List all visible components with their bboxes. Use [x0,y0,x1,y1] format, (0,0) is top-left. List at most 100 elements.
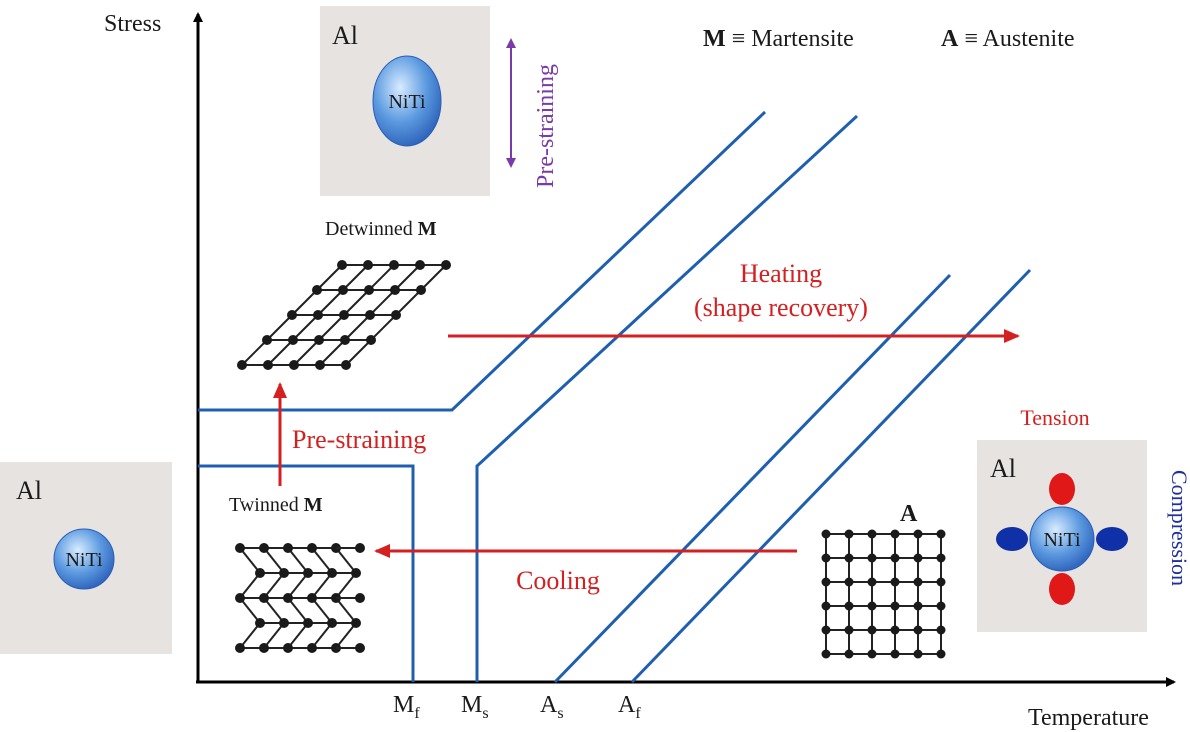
lattice-atom [936,553,946,563]
lattice-atom [890,649,900,659]
lattice-bond [368,264,395,291]
lattice-atom [259,643,269,653]
lattice-atom [913,625,923,635]
lattice-atom [844,625,854,635]
lattice-atom [390,285,400,295]
lattice-atom [351,618,361,628]
lattice-atom [262,335,272,345]
lattice-atom [283,543,293,553]
left-niti-label: NiTi [65,549,103,571]
lattice-bond [263,597,285,624]
lattice-atom [339,310,349,320]
austenite-label: A [900,501,918,527]
lattice-atom [341,360,351,370]
tension-lobe-bottom [1049,573,1075,605]
lattice-atom [844,577,854,587]
lattice-bond [239,547,261,574]
top-prestrain-label: Pre-straining [533,64,559,188]
lattice-atom [821,625,831,635]
twinned-label: Twinned M [229,494,323,516]
legend-martensite: M ≡ Martensite [703,26,854,52]
lattice-bond [263,622,285,649]
left-specimen-matrix-label: Al [16,476,42,505]
prestraining-label: Pre-straining [292,425,426,454]
lattice-atom [237,360,247,370]
lattice-bond [266,314,293,341]
tick-mf: Mf [393,692,420,722]
top-specimen-matrix-label: Al [332,21,358,50]
lattice-atom [283,643,293,653]
lattice-atom [867,625,877,635]
lattice-atom [890,601,900,611]
cooling-label: Cooling [516,566,600,595]
lattice-bond [287,622,309,649]
lattice-atom [235,643,245,653]
lattice-bond [287,547,309,574]
lattice-atom [936,601,946,611]
detwinned-label: Detwinned M [325,218,437,240]
lattice-atom [821,649,831,659]
legend-austenite: A ≡ Austenite [941,26,1075,52]
compression-label: Compression [1167,470,1190,586]
lattice-atom [366,335,376,345]
lattice-atom [936,625,946,635]
top-niti-label: NiTi [388,91,426,113]
lattice-bond [239,597,261,624]
lattice-bond [318,314,345,341]
lattice-atom [867,529,877,539]
ms-boundary-line [198,110,767,412]
lattice-bond [316,264,343,291]
lattice-atom [279,568,289,578]
lattice-bond [420,264,447,291]
lattice-bond [335,572,357,599]
lattice-atom [259,543,269,553]
lattice-atom [235,593,245,603]
lattice-atom [235,543,245,553]
lattice-bond [263,572,285,599]
heating-label: Heating [740,259,822,288]
lattice-atom [283,593,293,603]
lattice-bond [319,339,346,366]
lattice-bond [263,547,285,574]
lattice-atom [821,577,831,587]
lattice-atom [355,643,365,653]
mf-boundary-line [198,464,415,682]
lattice-atom [365,310,375,320]
lattice-bond [239,572,261,599]
lattice-atom [363,260,373,270]
lattice-bond [344,314,371,341]
ms-line [475,114,859,682]
lattice-atom [255,568,265,578]
lattice-atom [441,260,451,270]
lattice-bond [317,289,344,316]
compression-lobe-right [1096,527,1128,551]
compression-lobe-left [996,527,1028,551]
austenite-lattice [821,529,946,659]
lattice-bond [345,339,372,366]
lattice-bond [335,622,357,649]
lattice-atom [355,543,365,553]
lattice-atom [844,529,854,539]
lattice-atom [279,618,289,628]
lattice-bond [335,547,357,574]
right-niti-label: NiTi [1043,529,1081,551]
lattice-atom [263,360,273,370]
y-axis-label: Stress [104,11,161,37]
lattice-bond [291,289,318,316]
lattice-bond [311,622,333,649]
as-line [553,273,952,684]
lattice-atom [391,310,401,320]
lattice-atom [913,577,923,587]
lattice-atom [315,360,325,370]
lattice-bond [370,314,397,341]
lattice-atom [327,618,337,628]
lattice-atom [890,625,900,635]
lattice-atom [312,285,322,295]
lattice-atom [416,285,426,295]
lattice-atom [913,601,923,611]
lattice-atom [867,649,877,659]
lattice-atom [913,553,923,563]
lattice-bond [395,289,422,316]
right-specimen-matrix-label: Al [990,454,1016,483]
